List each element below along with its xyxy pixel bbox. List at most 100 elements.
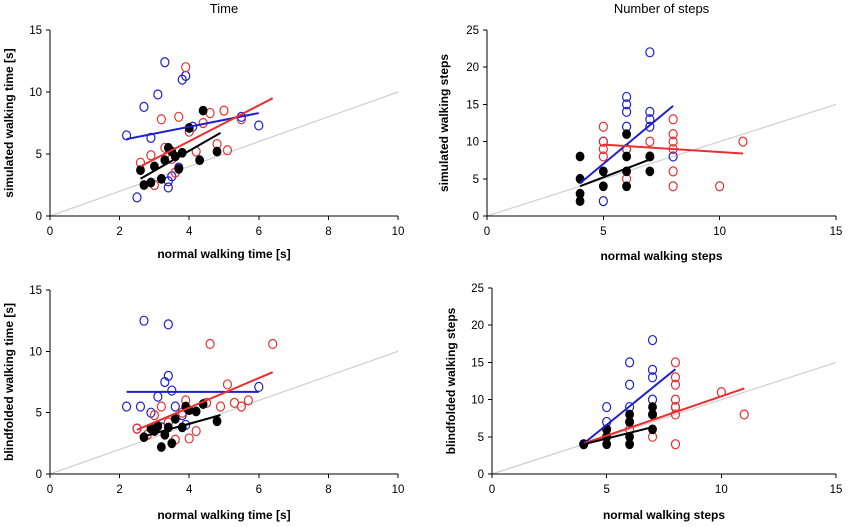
x-tick-label: 10 xyxy=(713,226,726,238)
y-axis-label: blindfolded walking time [s] xyxy=(2,303,16,461)
data-point-blue xyxy=(254,120,264,131)
data-point-blue xyxy=(624,357,635,368)
y-tick-label: 10 xyxy=(29,346,42,358)
data-point-red xyxy=(670,372,681,383)
data-point-blue xyxy=(621,106,632,117)
data-point-red xyxy=(670,379,681,390)
fit-line-red xyxy=(603,143,743,155)
data-point-black xyxy=(146,177,156,188)
data-point-red xyxy=(598,136,608,147)
data-point-red xyxy=(598,143,608,155)
x-tick-label: 6 xyxy=(256,226,262,238)
data-point-blue xyxy=(121,130,132,141)
data-point-red xyxy=(236,401,246,412)
x-tick-label: 10 xyxy=(392,484,405,496)
data-point-blue xyxy=(153,391,163,402)
data-point-blue xyxy=(153,89,163,100)
x-tick-label: 2 xyxy=(116,226,122,238)
data-point-blue xyxy=(160,57,170,68)
series-blue xyxy=(598,47,678,207)
x-tick-label: 5 xyxy=(600,226,606,238)
y-tick-label: 0 xyxy=(36,211,42,223)
data-point-black xyxy=(191,406,201,417)
data-point-red xyxy=(598,151,608,162)
data-point-red xyxy=(668,181,678,192)
x-tick-label: 15 xyxy=(830,484,843,496)
series-black xyxy=(136,105,222,190)
y-tick-label: 15 xyxy=(29,285,42,297)
panel-time-simulated: 0 2 4 6 8 10 0 5 10 15 Time normal walking time [s]… xyxy=(2,1,404,261)
data-point-blue xyxy=(163,182,173,193)
fit-line-black xyxy=(579,158,651,188)
data-point-red xyxy=(222,145,233,156)
x-tick-label: 2 xyxy=(116,484,122,496)
series-blue xyxy=(579,334,681,450)
data-point-blue xyxy=(135,401,146,412)
data-point-red xyxy=(156,401,166,412)
panel-time-blindfolded: 0 2 4 6 8 10 0 5 10 15 normal walking time [s] blin… xyxy=(2,285,404,522)
data-point-red xyxy=(738,136,748,147)
x-axis-label: normal walking steps xyxy=(603,508,725,522)
x-tick-label: 0 xyxy=(47,484,53,496)
data-point-red xyxy=(670,357,681,368)
data-point-red xyxy=(219,105,229,116)
fit-line-black xyxy=(140,414,221,439)
data-point-black xyxy=(156,442,166,452)
identity-line xyxy=(486,103,837,217)
data-point-blue xyxy=(668,151,678,162)
data-point-red xyxy=(739,409,749,420)
data-point-black xyxy=(645,151,655,162)
data-point-red xyxy=(668,136,678,147)
data-point-blue xyxy=(647,372,658,383)
data-point-blue xyxy=(139,101,149,112)
data-point-blue xyxy=(647,364,658,375)
panel-steps-simulated: 0 5 10 15 0 5 10 15 20 25 Number of steps normal wa… xyxy=(437,1,842,263)
panel-steps-blindfolded: 0 5 10 15 0 5 10 15 20 25 normal walking steps blin… xyxy=(444,283,842,522)
data-point-black xyxy=(648,424,657,435)
x-tick-label: 6 xyxy=(256,484,262,496)
x-tick-label: 8 xyxy=(325,226,331,238)
data-point-black xyxy=(156,173,166,184)
data-point-black xyxy=(622,181,631,192)
data-point-black xyxy=(648,402,657,412)
data-point-red xyxy=(668,114,678,125)
data-point-red xyxy=(715,181,725,192)
x-tick-label: 0 xyxy=(489,484,495,496)
series-black xyxy=(575,129,655,207)
data-point-blue xyxy=(163,319,173,330)
y-axis-label: simulated walking steps xyxy=(437,54,451,192)
data-point-red xyxy=(670,439,681,450)
data-point-black xyxy=(212,146,222,157)
x-tick-label: 10 xyxy=(715,484,728,496)
identity-line xyxy=(49,91,399,217)
chart-title: Number of steps xyxy=(614,1,710,16)
data-point-red xyxy=(670,409,681,420)
x-tick-label: 0 xyxy=(484,226,490,238)
data-point-blue xyxy=(254,381,264,393)
x-axis-label: normal walking time [s] xyxy=(157,247,290,261)
data-point-blue xyxy=(121,401,132,412)
x-tick-label: 8 xyxy=(325,484,331,496)
data-point-blue xyxy=(170,401,180,412)
data-point-red xyxy=(156,114,166,125)
y-tick-label: 15 xyxy=(466,99,479,111)
data-point-blue xyxy=(139,315,149,326)
chart-title: Time xyxy=(210,1,238,16)
y-tick-label: 10 xyxy=(471,395,484,407)
data-point-blue xyxy=(645,47,655,58)
x-tick-label: 10 xyxy=(392,226,405,238)
data-point-red xyxy=(670,394,681,405)
data-point-blue xyxy=(624,379,635,390)
y-tick-label: 5 xyxy=(36,149,42,161)
y-tick-label: 10 xyxy=(29,87,42,99)
x-tick-label: 0 xyxy=(47,226,53,238)
data-point-red xyxy=(598,121,608,132)
data-point-blue xyxy=(645,121,655,132)
data-point-red xyxy=(205,338,215,350)
x-tick-label: 4 xyxy=(186,226,193,238)
y-tick-label: 10 xyxy=(466,137,479,149)
fit-line-black xyxy=(583,426,653,446)
data-point-red xyxy=(184,433,194,444)
data-point-blue xyxy=(645,114,655,125)
data-point-blue xyxy=(621,91,632,103)
